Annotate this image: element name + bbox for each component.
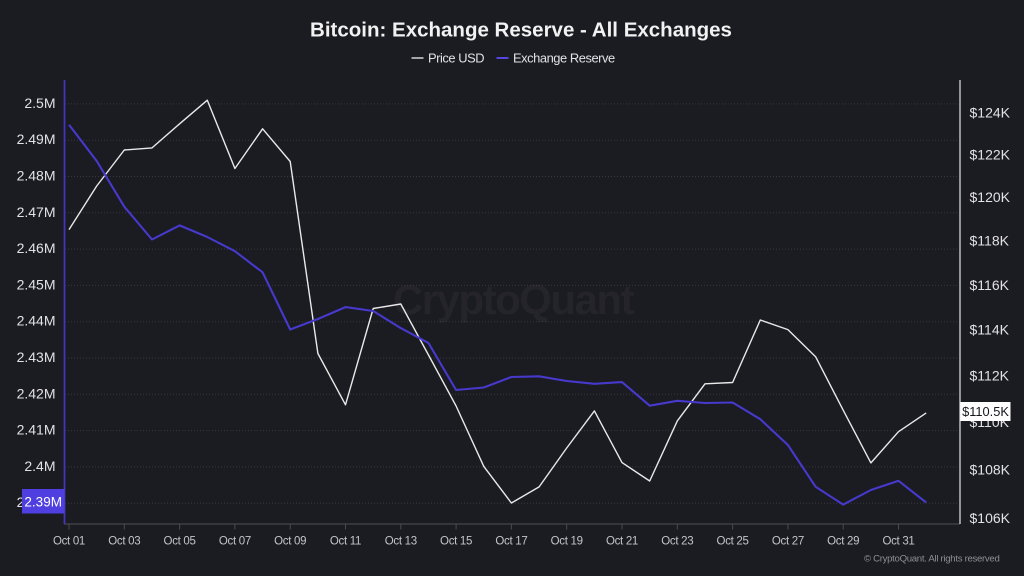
- svg-text:Oct 01: Oct 01: [53, 536, 85, 548]
- svg-text:Oct 29: Oct 29: [827, 536, 859, 548]
- svg-text:2.44M: 2.44M: [17, 313, 56, 329]
- svg-text:Oct 09: Oct 09: [274, 536, 306, 548]
- svg-text:Exchange Reserve: Exchange Reserve: [513, 51, 615, 66]
- svg-text:Oct 07: Oct 07: [219, 536, 251, 548]
- svg-text:© CryptoQuant. All rights rese: © CryptoQuant. All rights reserved: [864, 554, 1000, 565]
- svg-text:2.43M: 2.43M: [17, 349, 56, 365]
- svg-text:Oct 27: Oct 27: [772, 536, 804, 548]
- svg-text:$108K: $108K: [970, 461, 1011, 477]
- svg-text:Oct 15: Oct 15: [440, 536, 472, 548]
- svg-text:$120K: $120K: [970, 189, 1011, 205]
- svg-text:Oct 23: Oct 23: [661, 536, 693, 548]
- svg-text:$122K: $122K: [970, 146, 1011, 162]
- svg-text:$124K: $124K: [970, 104, 1011, 120]
- svg-text:2.41M: 2.41M: [17, 422, 56, 438]
- svg-text:Oct 05: Oct 05: [164, 536, 196, 548]
- svg-text:CryptoQuant: CryptoQuant: [393, 276, 635, 323]
- svg-text:$110.5K: $110.5K: [962, 404, 1009, 419]
- svg-text:Oct 31: Oct 31: [882, 536, 914, 548]
- svg-text:Oct 19: Oct 19: [551, 536, 583, 548]
- svg-text:2.48M: 2.48M: [17, 168, 56, 184]
- svg-text:$118K: $118K: [970, 233, 1010, 249]
- svg-text:2.5M: 2.5M: [24, 95, 55, 111]
- svg-text:Oct 21: Oct 21: [606, 536, 638, 548]
- svg-text:2.49M: 2.49M: [17, 131, 56, 147]
- svg-text:2.47M: 2.47M: [17, 204, 56, 220]
- svg-text:2.4M: 2.4M: [24, 458, 55, 474]
- svg-text:2.45M: 2.45M: [17, 276, 56, 292]
- svg-text:$114K: $114K: [970, 322, 1010, 338]
- svg-text:Price USD: Price USD: [428, 51, 484, 66]
- svg-text:2.39M: 2.39M: [24, 494, 62, 509]
- svg-text:2.42M: 2.42M: [17, 385, 56, 401]
- svg-text:Oct 11: Oct 11: [330, 536, 361, 548]
- svg-text:$106K: $106K: [970, 510, 1011, 526]
- svg-text:Oct 25: Oct 25: [717, 536, 749, 548]
- svg-text:2.46M: 2.46M: [17, 240, 56, 256]
- svg-text:Oct 17: Oct 17: [495, 536, 527, 548]
- svg-text:Bitcoin: Exchange Reserve - Al: Bitcoin: Exchange Reserve - All Exchange…: [310, 19, 732, 42]
- svg-text:$112K: $112K: [970, 368, 1010, 384]
- svg-text:$116K: $116K: [970, 277, 1010, 293]
- svg-text:Oct 13: Oct 13: [385, 536, 417, 548]
- svg-text:Oct 03: Oct 03: [108, 536, 140, 548]
